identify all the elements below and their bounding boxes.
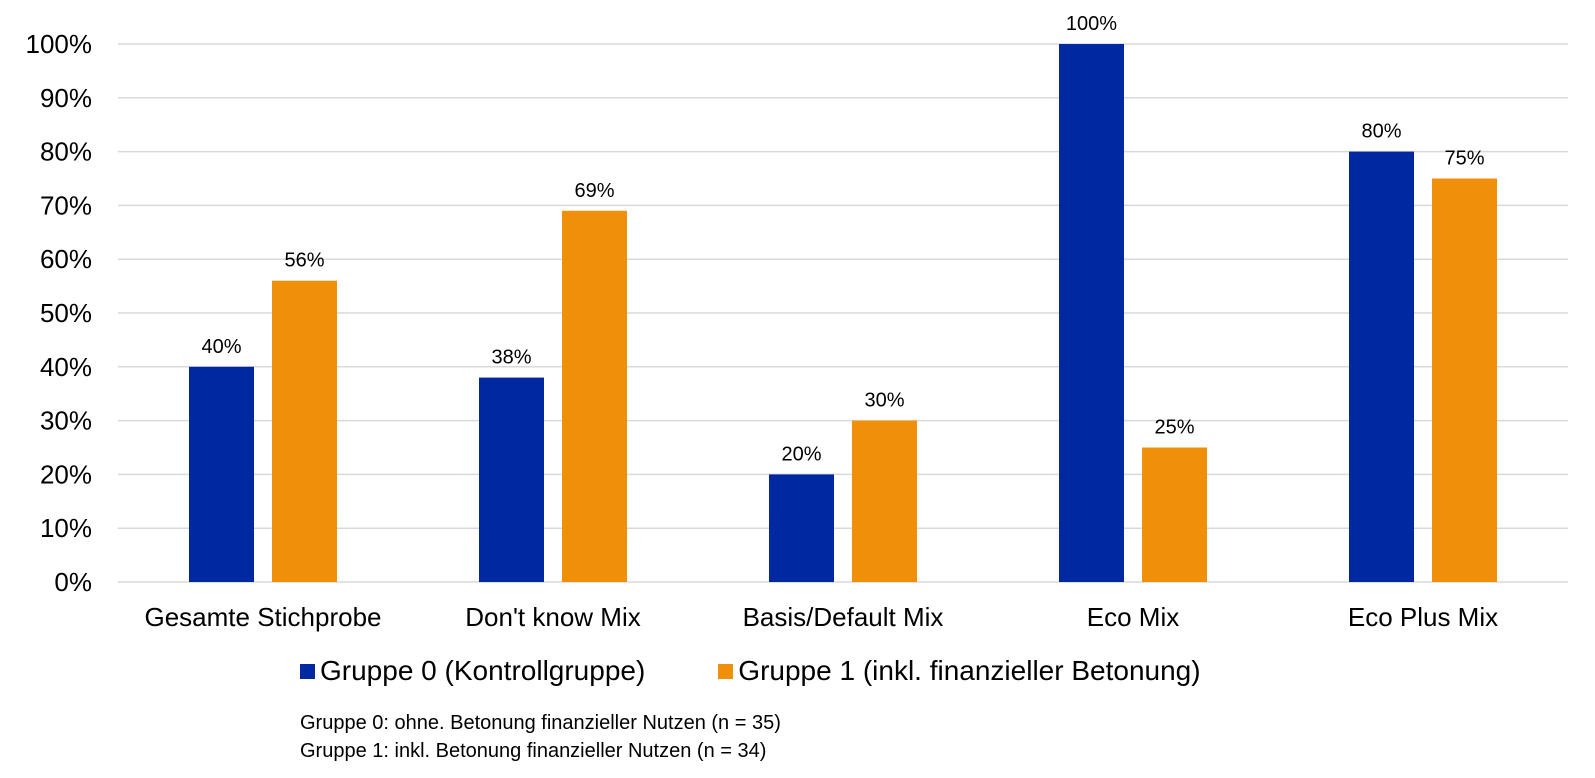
bar-series-1	[1432, 178, 1497, 582]
data-label: 30%	[864, 390, 904, 412]
bar-series-1	[1142, 447, 1207, 582]
y-tick-label: 80%	[40, 137, 92, 167]
y-tick-label: 50%	[40, 298, 92, 328]
legend-swatch-gruppe-1	[718, 663, 734, 679]
data-label: 40%	[201, 336, 241, 358]
bar-series-0	[189, 366, 254, 582]
x-tick-label: Gesamte Stichprobe	[144, 602, 381, 632]
bar-series-1	[272, 280, 337, 582]
data-label: 25%	[1154, 417, 1194, 439]
data-label: 80%	[1361, 121, 1401, 143]
legend-label-gruppe-0: Gruppe 0 (Kontrollgruppe)	[320, 655, 646, 686]
data-label: 69%	[574, 180, 614, 202]
bar-series-0	[1349, 151, 1414, 582]
legend: Gruppe 0 (Kontrollgruppe) Gruppe 1 (inkl…	[300, 655, 1274, 687]
bar-series-0	[479, 377, 544, 582]
data-label: 75%	[1444, 148, 1484, 170]
y-tick-label: 20%	[40, 459, 92, 489]
legend-item-gruppe-1: Gruppe 1 (inkl. finanzieller Betonung)	[718, 655, 1201, 687]
legend-swatch-gruppe-0	[300, 663, 315, 679]
bar-series-0	[1059, 44, 1124, 582]
y-tick-label: 0%	[54, 567, 92, 597]
data-label: 38%	[491, 347, 531, 369]
y-tick-label: 30%	[40, 406, 92, 436]
bar-series-0	[769, 474, 834, 582]
note-gruppe-0: Gruppe 0: ohne. Betonung finanzieller Nu…	[300, 712, 781, 734]
legend-item-gruppe-0: Gruppe 0 (Kontrollgruppe)	[300, 655, 645, 687]
y-tick-label: 60%	[40, 244, 92, 274]
x-tick-label: Basis/Default Mix	[743, 602, 944, 632]
x-tick-label: Eco Mix	[1087, 602, 1179, 632]
bar-series-1	[852, 420, 917, 582]
y-tick-label: 90%	[40, 83, 92, 113]
x-tick-label: Don't know Mix	[465, 602, 640, 632]
y-tick-label: 10%	[40, 513, 92, 543]
chart-notes: Gruppe 0: ohne. Betonung finanzieller Nu…	[300, 709, 781, 765]
bar-series-1	[562, 210, 627, 582]
x-tick-label: Eco Plus Mix	[1348, 602, 1498, 632]
data-label: 100%	[1066, 13, 1117, 35]
y-tick-label: 100%	[26, 29, 93, 59]
legend-label-gruppe-1: Gruppe 1 (inkl. finanzieller Betonung)	[738, 655, 1201, 686]
y-tick-label: 70%	[40, 190, 92, 220]
note-gruppe-1: Gruppe 1: inkl. Betonung finanzieller Nu…	[300, 740, 767, 762]
y-tick-label: 40%	[40, 352, 92, 382]
data-label: 20%	[781, 443, 821, 465]
data-label: 56%	[284, 250, 324, 272]
bar-chart-svg: 0% 10% 20% 30% 40% 50% 60% 70% 80% 90% 100% 40% 56% G…	[26, 13, 1568, 632]
